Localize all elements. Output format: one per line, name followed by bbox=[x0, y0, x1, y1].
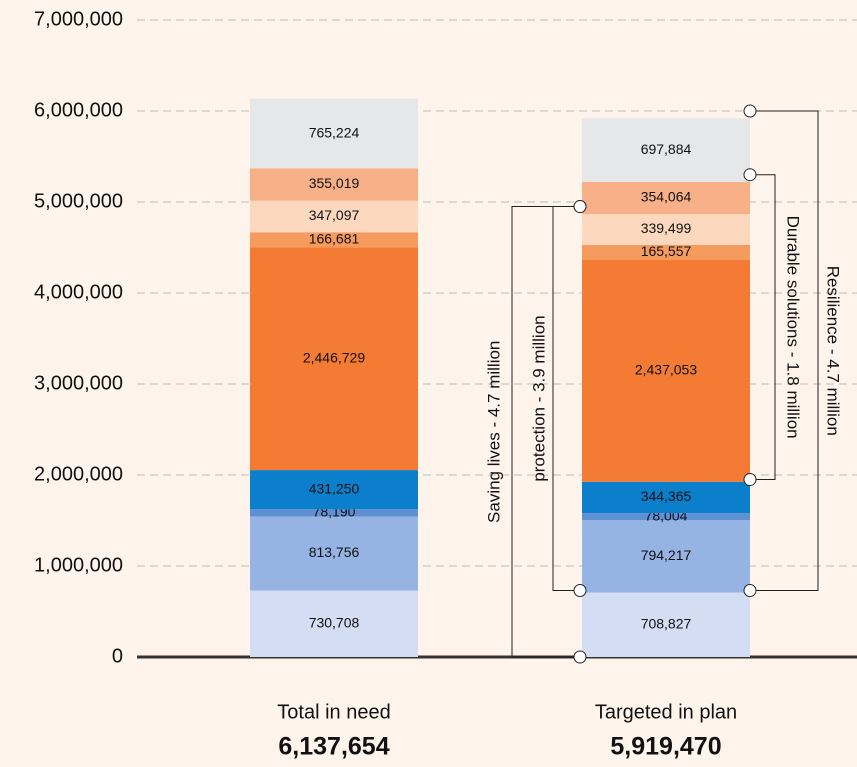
bar-segment bbox=[582, 513, 750, 521]
total-label: 5,919,470 bbox=[610, 733, 721, 761]
bar-segment bbox=[250, 98, 418, 169]
bracket bbox=[750, 110, 819, 592]
bracket bbox=[750, 174, 776, 481]
bar-segment bbox=[582, 481, 750, 514]
bracket-end bbox=[743, 473, 757, 487]
segment-label: 344,365 bbox=[641, 488, 692, 504]
y-tick-label: 2,000,000 bbox=[34, 463, 123, 485]
segment-label: 2,437,053 bbox=[635, 362, 697, 378]
segment-label: 2,446,729 bbox=[303, 349, 365, 365]
bracket bbox=[552, 206, 580, 592]
bracket-end bbox=[743, 584, 757, 598]
bracket-end bbox=[743, 104, 757, 118]
y-tick-label: 3,000,000 bbox=[34, 372, 123, 394]
segment-label: 794,217 bbox=[641, 547, 692, 563]
segment-label: 339,499 bbox=[641, 220, 692, 236]
bar-segment bbox=[582, 181, 750, 215]
bracket bbox=[511, 206, 580, 658]
bracket-label: Saving lives - 4.7 million bbox=[484, 341, 503, 523]
bar-segment bbox=[582, 260, 750, 482]
bar-segment bbox=[250, 590, 418, 657]
y-tick-label: 1,000,000 bbox=[34, 554, 123, 576]
bar-segment bbox=[250, 247, 418, 471]
segment-label: 347,097 bbox=[309, 207, 360, 223]
segment-label: 765,224 bbox=[309, 124, 360, 140]
y-tick-label: 6,000,000 bbox=[34, 99, 123, 121]
y-tick-label: 7,000,000 bbox=[34, 8, 123, 30]
bar-segment bbox=[250, 470, 418, 510]
bar-segment bbox=[582, 118, 750, 182]
y-tick-label: 4,000,000 bbox=[34, 281, 123, 303]
segment-label: 355,019 bbox=[309, 175, 360, 191]
bar-segment bbox=[582, 520, 750, 593]
segment-label: 697,884 bbox=[641, 141, 692, 157]
bar-segment bbox=[250, 168, 418, 201]
bracket-end bbox=[573, 200, 587, 214]
total-label: 6,137,654 bbox=[278, 733, 389, 761]
bracket-end bbox=[573, 650, 587, 664]
segment-label: 354,064 bbox=[641, 189, 692, 205]
segment-label: 166,681 bbox=[309, 231, 360, 247]
segment-label: 730,708 bbox=[309, 614, 360, 630]
bar-segment bbox=[582, 244, 750, 261]
segment-label: 431,250 bbox=[309, 480, 360, 496]
segment-label: 708,827 bbox=[641, 615, 692, 631]
bar-segment bbox=[250, 232, 418, 248]
y-tick-label: 5,000,000 bbox=[34, 190, 123, 212]
bracket-end bbox=[743, 168, 757, 182]
y-tick-label: 0 bbox=[112, 645, 123, 667]
bar-segment bbox=[250, 516, 418, 591]
bar-segment bbox=[582, 592, 750, 657]
bracket-label: protection - 3.9 million bbox=[529, 315, 548, 481]
segment-label: 165,557 bbox=[641, 243, 692, 259]
bracket-end bbox=[573, 584, 587, 598]
category-label: Total in need bbox=[277, 701, 390, 723]
bar-segment bbox=[582, 214, 750, 245]
bar-segment bbox=[250, 200, 418, 233]
category-label: Targeted in plan bbox=[595, 701, 737, 723]
bar-segment bbox=[250, 509, 418, 517]
segment-label: 813,756 bbox=[309, 544, 360, 560]
bracket-label: Resilience - 4.7 million bbox=[824, 266, 843, 436]
bracket-label: Durable solutions - 1.8 million bbox=[784, 216, 803, 439]
